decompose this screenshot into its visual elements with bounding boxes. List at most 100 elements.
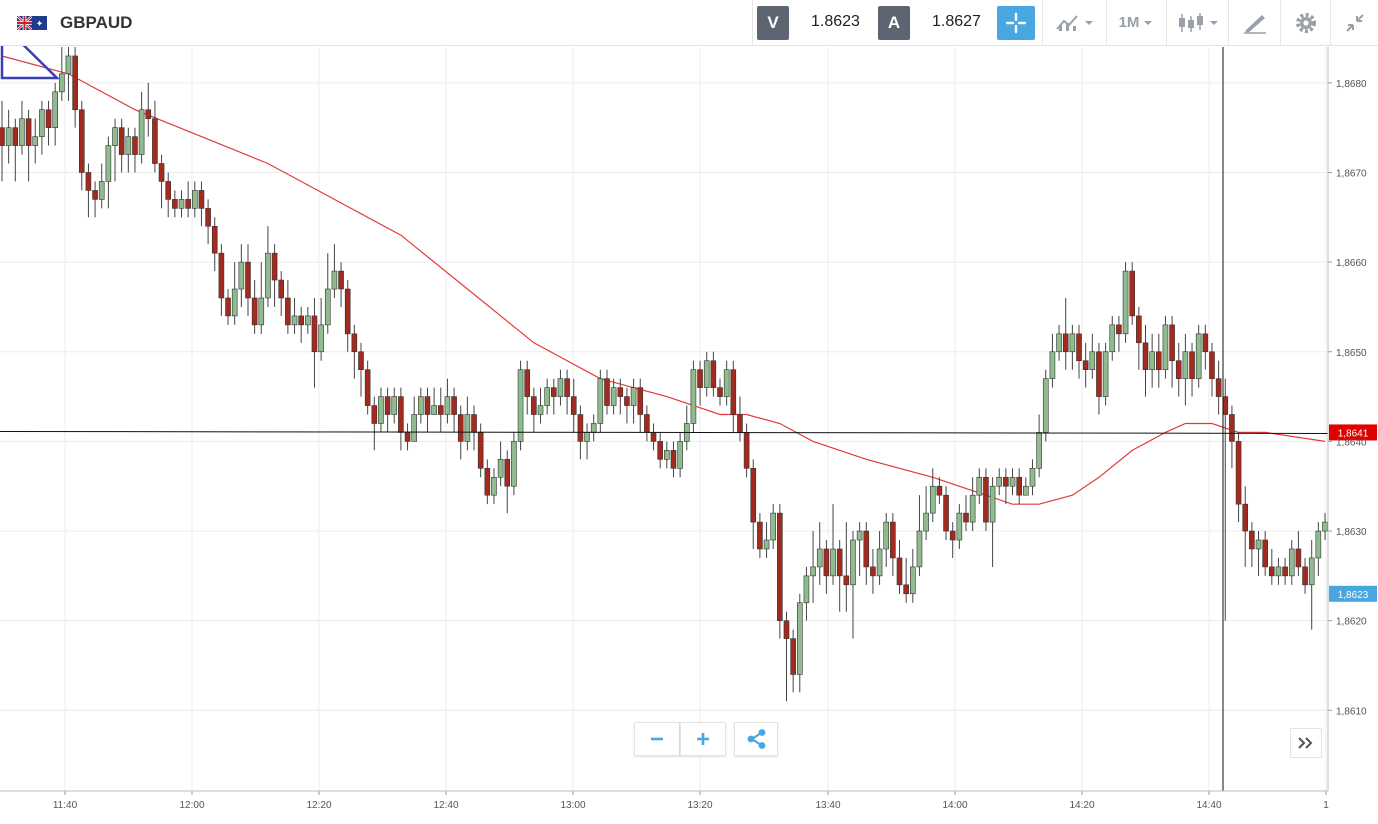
candle — [52, 82, 58, 146]
candle-body — [1322, 521, 1328, 532]
candle-body — [690, 369, 697, 424]
candle — [105, 136, 112, 209]
candle — [418, 387, 424, 424]
candle-body — [1096, 351, 1102, 397]
candle — [717, 378, 723, 406]
candle — [32, 118, 39, 164]
candle — [610, 378, 617, 415]
collapse-button[interactable] — [1330, 0, 1378, 45]
candle-body — [198, 190, 205, 209]
candle-body — [391, 396, 398, 415]
candle-body — [1315, 530, 1322, 559]
candle — [903, 557, 909, 603]
candle — [570, 378, 577, 433]
candle — [1295, 531, 1302, 576]
candle-body — [112, 127, 118, 146]
buy-button[interactable]: A — [878, 6, 910, 40]
candle — [172, 190, 178, 218]
candle-body — [783, 620, 790, 639]
candle-body — [1109, 324, 1116, 353]
candle — [816, 522, 823, 585]
buy-price[interactable]: 1.8627 — [932, 13, 981, 30]
candle — [590, 414, 597, 442]
candle — [870, 548, 876, 594]
candle — [278, 271, 285, 316]
candle-body — [404, 432, 411, 442]
x-tick-label: 14:20 — [1069, 800, 1094, 811]
candle — [1175, 342, 1182, 397]
candle — [936, 477, 943, 505]
candle-body — [876, 548, 883, 577]
candle-body — [943, 494, 949, 532]
candle — [1155, 333, 1162, 388]
chart-type-menu[interactable] — [1166, 0, 1228, 45]
candle — [378, 387, 384, 433]
candle-body — [211, 225, 218, 254]
y-tick-label: 1,8620 — [1336, 617, 1367, 628]
sell-price[interactable]: 1.8623 — [811, 13, 860, 30]
candle-body — [491, 476, 497, 496]
scroll-to-latest-button[interactable] — [1290, 728, 1322, 758]
candle-body — [1049, 351, 1056, 379]
candle — [238, 244, 245, 307]
candle-body — [1089, 351, 1096, 370]
candle — [836, 540, 843, 612]
zoom-in-button[interactable] — [680, 722, 726, 756]
candle-body — [1209, 351, 1215, 379]
candle — [730, 360, 737, 433]
level-price-label: 1,8641 — [1338, 428, 1369, 439]
candle — [1288, 540, 1295, 585]
crosshair-button[interactable] — [997, 6, 1035, 40]
candle — [1089, 333, 1096, 379]
x-tick-label: 14:40 — [1196, 800, 1221, 811]
share-button[interactable] — [734, 722, 778, 756]
indicators-menu[interactable] — [1042, 0, 1106, 45]
candle — [245, 244, 251, 316]
candle-body — [750, 468, 757, 523]
timeframe-menu[interactable]: 1M — [1106, 0, 1166, 45]
candle-body — [125, 136, 132, 155]
sell-button[interactable]: V — [757, 6, 789, 40]
candle — [1023, 477, 1029, 496]
candle-body — [1062, 333, 1069, 353]
candle-body — [843, 575, 850, 586]
y-tick-label: 1,8610 — [1336, 706, 1367, 717]
draw-tools-button[interactable] — [1228, 0, 1280, 45]
candle-body — [92, 190, 98, 200]
candle — [723, 360, 730, 406]
candle-body — [617, 387, 624, 397]
candle — [770, 504, 776, 549]
candle-body — [790, 638, 796, 675]
candle-body — [703, 360, 710, 388]
candle — [451, 387, 457, 433]
candle-body — [743, 432, 750, 469]
candle-body — [903, 584, 909, 595]
candle-body — [19, 118, 25, 146]
y-tick-label: 1,8670 — [1336, 168, 1367, 179]
settings-button[interactable] — [1280, 0, 1330, 45]
candle — [1029, 459, 1036, 496]
candle — [65, 47, 72, 101]
zoom-out-button[interactable] — [634, 722, 680, 756]
candle-body — [1042, 378, 1049, 433]
candle-body — [531, 396, 537, 415]
candle-body — [78, 109, 85, 173]
candle — [683, 405, 690, 451]
candle — [644, 405, 650, 442]
candle — [484, 459, 491, 505]
candle — [1235, 432, 1242, 523]
svg-text:✦: ✦ — [36, 20, 44, 30]
candle-body — [191, 190, 198, 209]
candle — [710, 351, 717, 397]
x-tick-label: 13:40 — [815, 800, 840, 811]
candle — [551, 378, 557, 415]
candle-body — [1069, 333, 1076, 353]
candle — [324, 253, 331, 334]
candle — [384, 387, 391, 433]
candle — [132, 127, 138, 173]
x-tick-label: 12:00 — [179, 800, 204, 811]
chevron-down-icon — [1144, 20, 1153, 25]
candle-body — [132, 136, 138, 155]
candle-body — [963, 512, 969, 523]
